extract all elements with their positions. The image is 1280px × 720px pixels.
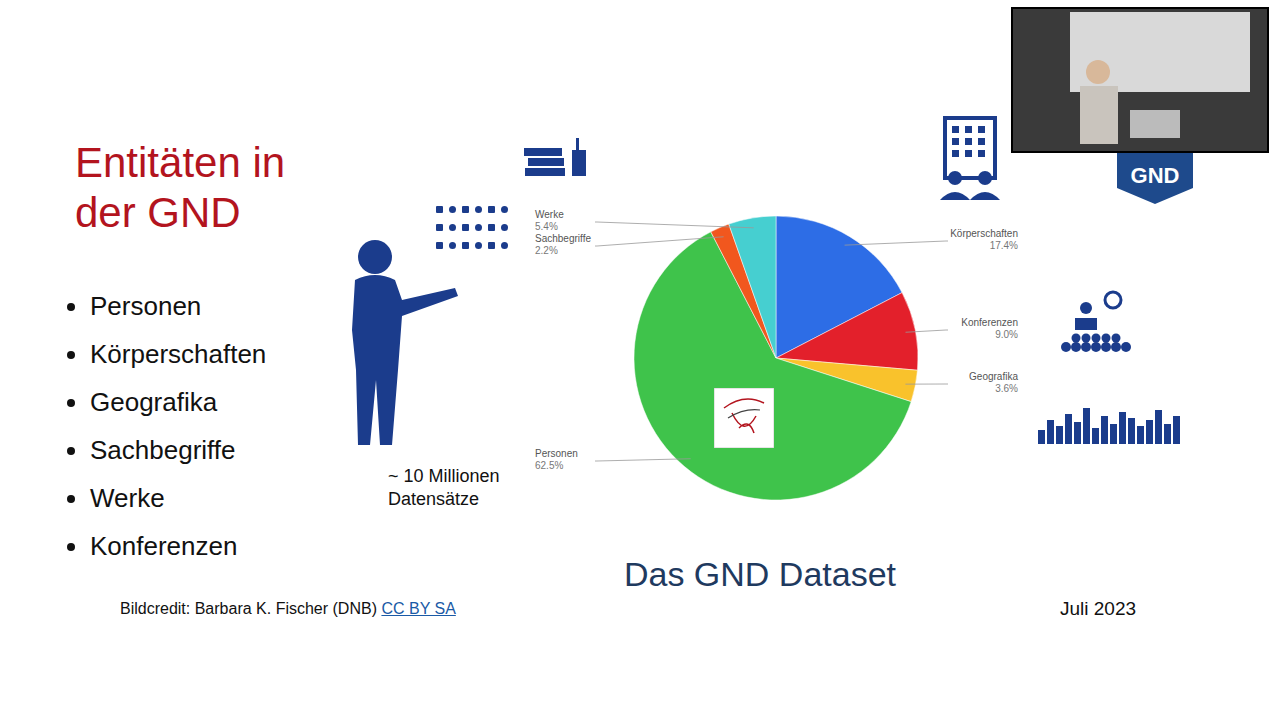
html-text:Werke: Werke (90, 483, 165, 513)
html-text:Körperschaften: Körperschaften (90, 339, 267, 369)
svg-text:Werke: Werke (535, 209, 564, 220)
html-text:Bildcredit: Barbara K. Fischer: Bildcredit: Barbara K. Fischer (DNB) CC … (120, 600, 456, 617)
svg-text:3.6%: 3.6% (995, 383, 1018, 394)
svg-text:17.4%: 17.4% (990, 240, 1018, 251)
svg-text:5.4%: 5.4% (535, 221, 558, 232)
svg-text:Körperschaften: Körperschaften (950, 228, 1018, 239)
html-text:~ 10 Millionen Datensätze: ~ 10 Millionen Datensätze (388, 466, 500, 509)
html-text:Personen: Personen (90, 291, 202, 321)
html-text:Sachbegriffe: Sachbegriffe (90, 435, 236, 465)
svg-text:Personen: Personen (535, 448, 578, 459)
html-text:Konferenzen: Konferenzen (90, 531, 238, 561)
svg-text:9.0%: 9.0% (995, 329, 1018, 340)
svg-text:2.2%: 2.2% (535, 245, 558, 256)
html-text:Entitäten in der GND: Entitäten in der GND (75, 139, 286, 236)
html-text:Das GND Dataset: Das GND Dataset (624, 555, 896, 593)
svg-text:62.5%: 62.5% (535, 460, 563, 471)
svg-text:GND: GND (1131, 163, 1180, 188)
svg-text:Geografika: Geografika (969, 371, 1018, 382)
html-text:Juli 2023: Juli 2023 (1060, 598, 1137, 619)
svg-text:Konferenzen: Konferenzen (961, 317, 1018, 328)
svg-text:Sachbegriffe: Sachbegriffe (535, 233, 591, 244)
html-text:Geografika: Geografika (90, 387, 218, 417)
